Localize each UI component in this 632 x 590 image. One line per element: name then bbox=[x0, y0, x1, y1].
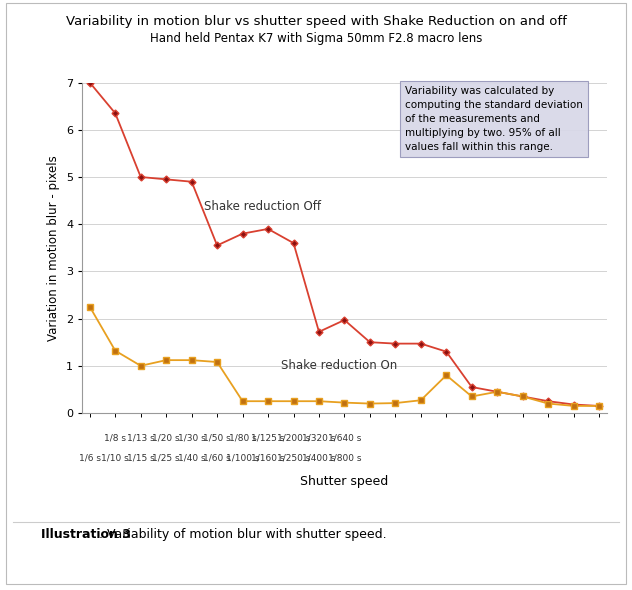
Text: 1/13 s: 1/13 s bbox=[127, 434, 155, 442]
Text: 1/10 s: 1/10 s bbox=[101, 453, 129, 462]
Text: Shutter speed: Shutter speed bbox=[300, 475, 389, 488]
Text: . Variability of motion blur with shutter speed.: . Variability of motion blur with shutte… bbox=[99, 528, 387, 541]
Text: Shake reduction On: Shake reduction On bbox=[281, 359, 397, 372]
Y-axis label: Variation in motion blur - pixels: Variation in motion blur - pixels bbox=[47, 155, 61, 340]
Text: Shake reduction Off: Shake reduction Off bbox=[204, 200, 322, 213]
Text: 1/400 s: 1/400 s bbox=[302, 453, 336, 462]
Text: 1/80 s: 1/80 s bbox=[229, 434, 257, 442]
Text: 1/15 s: 1/15 s bbox=[127, 453, 155, 462]
Text: 1/25 s: 1/25 s bbox=[152, 453, 180, 462]
Text: 1/30 s: 1/30 s bbox=[178, 434, 205, 442]
Text: 1/160 s: 1/160 s bbox=[252, 453, 285, 462]
Text: Variability was calculated by
computing the standard deviation
of the measuremen: Variability was calculated by computing … bbox=[404, 86, 583, 152]
Text: 1/200 s: 1/200 s bbox=[277, 434, 310, 442]
Text: 1/640 s: 1/640 s bbox=[328, 434, 361, 442]
Text: 1/50 s: 1/50 s bbox=[204, 434, 231, 442]
Text: Hand held Pentax K7 with Sigma 50mm F2.8 macro lens: Hand held Pentax K7 with Sigma 50mm F2.8… bbox=[150, 32, 482, 45]
Text: 1/125 s: 1/125 s bbox=[252, 434, 285, 442]
Text: 1/320 s: 1/320 s bbox=[302, 434, 336, 442]
Text: 1/40 s: 1/40 s bbox=[178, 453, 205, 462]
Text: 1/8 s: 1/8 s bbox=[104, 434, 126, 442]
Text: 1/20 s: 1/20 s bbox=[152, 434, 180, 442]
Text: Illustration 3: Illustration 3 bbox=[41, 528, 131, 541]
Text: Variability in motion blur vs shutter speed with Shake Reduction on and off: Variability in motion blur vs shutter sp… bbox=[66, 15, 566, 28]
Text: 1/100 s: 1/100 s bbox=[226, 453, 259, 462]
Text: 1/250 s: 1/250 s bbox=[277, 453, 310, 462]
Text: 1/6 s: 1/6 s bbox=[79, 453, 100, 462]
Text: 1/60 s: 1/60 s bbox=[204, 453, 231, 462]
Text: 1/800 s: 1/800 s bbox=[327, 453, 362, 462]
